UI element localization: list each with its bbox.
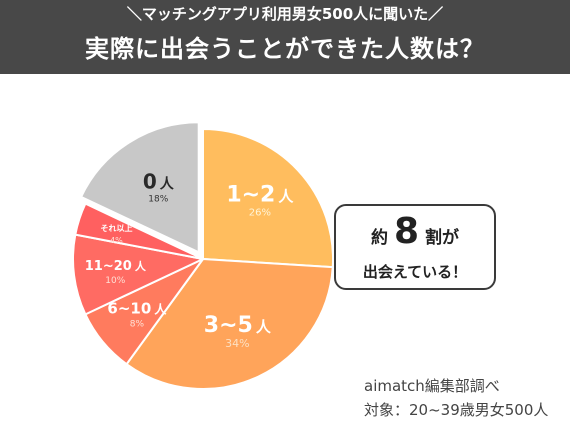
source-note: aimatch編集部調べ <box>364 377 500 395</box>
pie-slice <box>202 127 334 269</box>
slice-label: 6~10 人 <box>107 300 167 318</box>
pie-slice <box>125 257 334 390</box>
pie-slice <box>72 233 207 316</box>
header-banner: ＼マッチングアプリ利用男女500人に聞いた／ 実際に出会うことができた人数は？ <box>0 0 570 74</box>
target-note: 対象：20~39歳男女500人 <box>364 401 549 419</box>
slice-label: 3~5 人 <box>204 313 272 338</box>
callout-box: 約 8 割が 出会えている！ <box>334 204 496 290</box>
pie-slice <box>79 121 200 254</box>
callout-headline: 約 8 割が <box>336 214 494 250</box>
slice-label: 1~2 人 <box>226 183 294 208</box>
slice-percent: 8% <box>130 320 145 330</box>
callout-post: 割 <box>425 228 443 248</box>
slice-percent: 26% <box>249 208 271 219</box>
slice-percent: 10% <box>105 276 125 286</box>
slice-label: それ以上 <box>100 223 132 233</box>
callout-subline: 出会えている！ <box>362 263 468 281</box>
slice-percent: 34% <box>225 337 249 350</box>
callout-big-number: 8 <box>393 211 420 252</box>
slice-percent: 4% <box>110 236 123 245</box>
slice-percent: 18% <box>148 195 168 205</box>
header-title: 実際に出会うことができた人数は？ <box>85 35 485 63</box>
callout-pre: 約 <box>370 228 388 248</box>
header-subtitle: ＼マッチングアプリ利用男女500人に聞いた／ <box>126 5 444 23</box>
pie-chart: 1~2 人26% 3~5 人34% 6~10 人 8% 11~20 人 10% それ以上 4% 0 人18… <box>72 121 334 390</box>
pie-slice <box>74 202 204 260</box>
callout-particle: が <box>442 228 460 248</box>
slice-label: 11~20 人 <box>85 259 147 274</box>
